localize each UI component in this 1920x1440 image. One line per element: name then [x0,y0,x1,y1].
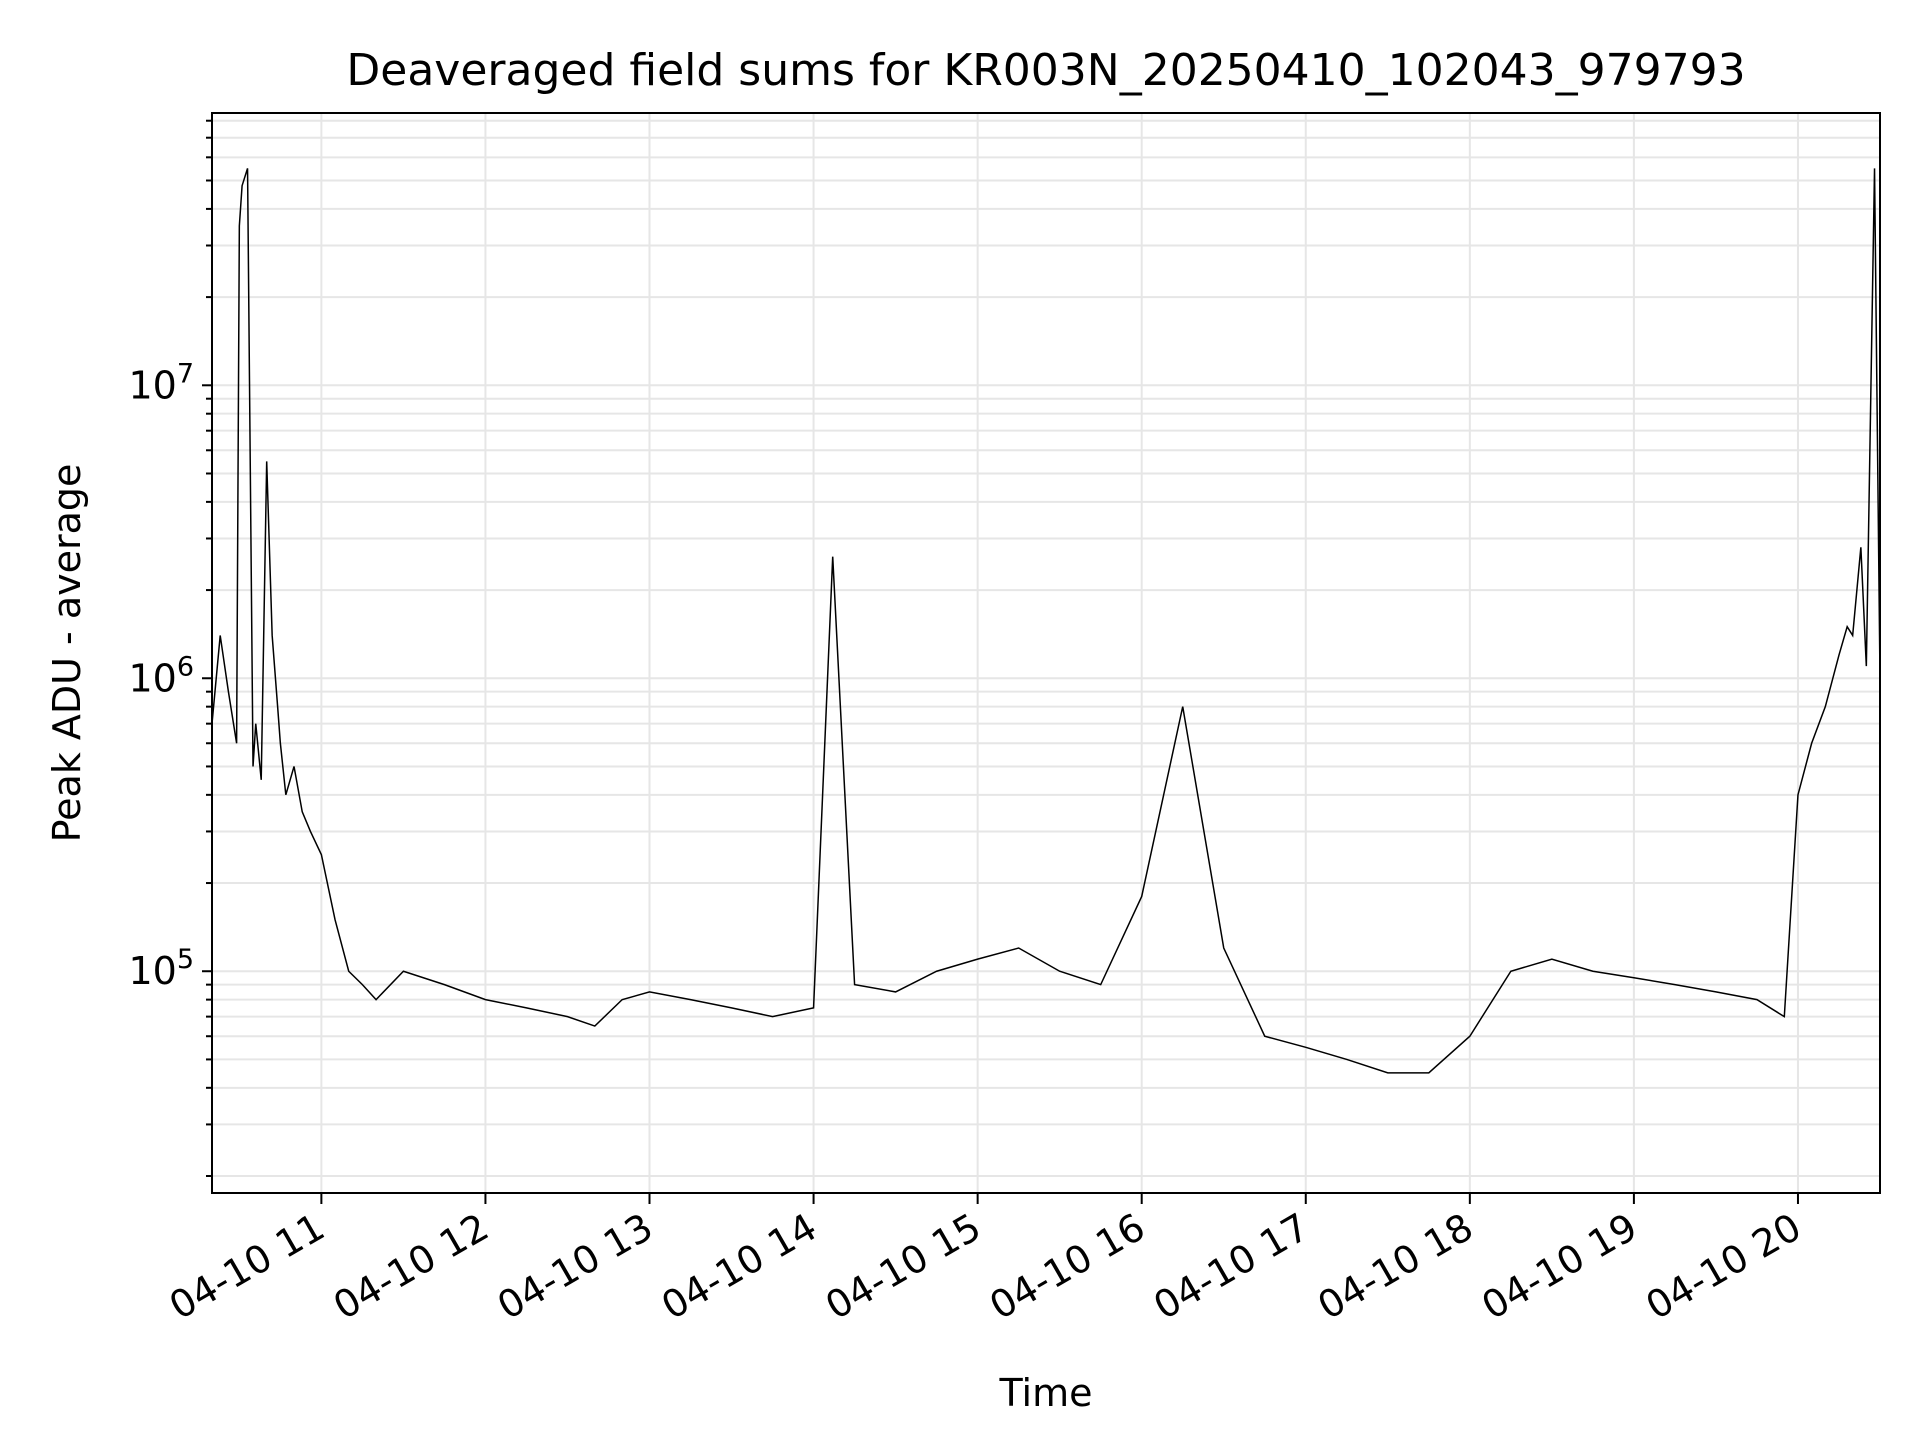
y-tick-base: 10 [128,949,176,993]
plot-frame [211,112,1881,1194]
y-tick-label: 105 [128,944,194,993]
y-tick-exponent: 6 [177,651,194,682]
y-tick-label: 106 [128,651,194,700]
x-axis-label: Time [999,1371,1093,1415]
series-layer [211,168,1881,1074]
y-tick-base: 10 [128,363,176,407]
chart-title: Deaveraged field sums for KR003N_2025041… [346,45,1745,96]
grid [212,113,1880,1193]
y-axis-label: Peak ADU - average [45,464,89,843]
series-line-0 [211,168,1881,1074]
y-tick-exponent: 7 [177,358,194,389]
y-tick-exponent: 5 [177,944,194,975]
y-tick-base: 10 [128,656,176,700]
y-tick-label: 107 [128,358,194,407]
